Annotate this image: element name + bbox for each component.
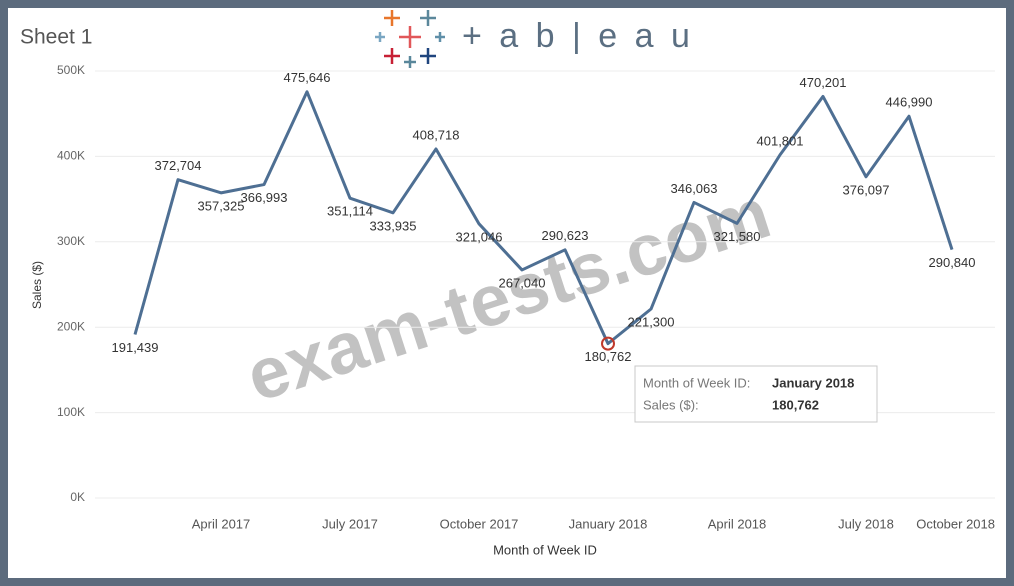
data-label: 351,114 (327, 204, 373, 219)
data-label: 191,439 (112, 340, 159, 355)
data-label: 357,325 (198, 198, 245, 213)
x-tick-label: April 2017 (192, 516, 251, 531)
x-tick-label: April 2018 (708, 516, 767, 531)
tooltip-box (634, 365, 878, 423)
data-label: 346,063 (671, 181, 718, 196)
y-axis-title: Sales ($) (30, 261, 44, 309)
data-label: 321,046 (456, 229, 503, 244)
tooltip-field-label: Month of Week ID: (643, 375, 750, 390)
data-label: 366,993 (241, 190, 288, 205)
tooltip-field-value: January 2018 (772, 375, 854, 390)
y-tick-label: 300K (57, 234, 85, 248)
data-label: 221,300 (628, 314, 675, 329)
line (133, 90, 954, 346)
data-label: 333,935 (370, 218, 417, 233)
sheet-background (8, 8, 1006, 578)
data-label: 446,990 (886, 95, 933, 110)
x-axis-title: Month of Week ID (493, 542, 597, 557)
sheet-title: Sheet 1 (20, 26, 92, 49)
y-tick-label: 0K (70, 490, 85, 504)
logo-crosses (375, 10, 445, 68)
x-tick-label: October 2017 (440, 516, 519, 531)
x-tick-label: January 2018 (569, 516, 648, 531)
data-label: 180,762 (585, 349, 632, 364)
y-tick-label: 400K (57, 149, 85, 163)
logo-text: + a b | e a u (462, 17, 694, 55)
data-label: 290,840 (929, 255, 976, 270)
data-label: 267,040 (499, 275, 546, 290)
x-tick-label: July 2017 (322, 516, 378, 531)
data-label: 372,704 (155, 158, 202, 173)
x-tick-label: July 2018 (838, 516, 894, 531)
data-label: 401,801 (757, 133, 804, 148)
highlight-marker (601, 336, 615, 351)
y-tick-label: 500K (57, 63, 85, 77)
data-label: 475,646 (284, 70, 331, 85)
data-label: 290,623 (542, 228, 589, 243)
tooltip-measure-value: 180,762 (772, 397, 819, 412)
tooltip-measure-label: Sales ($): (643, 397, 699, 412)
y-tick-label: 100K (57, 405, 85, 419)
data-label: 408,718 (413, 127, 460, 142)
y-tick-label: 200K (57, 319, 85, 333)
x-tick-label: October 2018 (916, 516, 995, 531)
data-label: 470,201 (800, 75, 847, 90)
data-label: 376,097 (843, 182, 890, 197)
data-label: 321,580 (714, 229, 761, 244)
tooltip: Month of Week ID: January 2018 Sales ($)… (634, 365, 878, 423)
